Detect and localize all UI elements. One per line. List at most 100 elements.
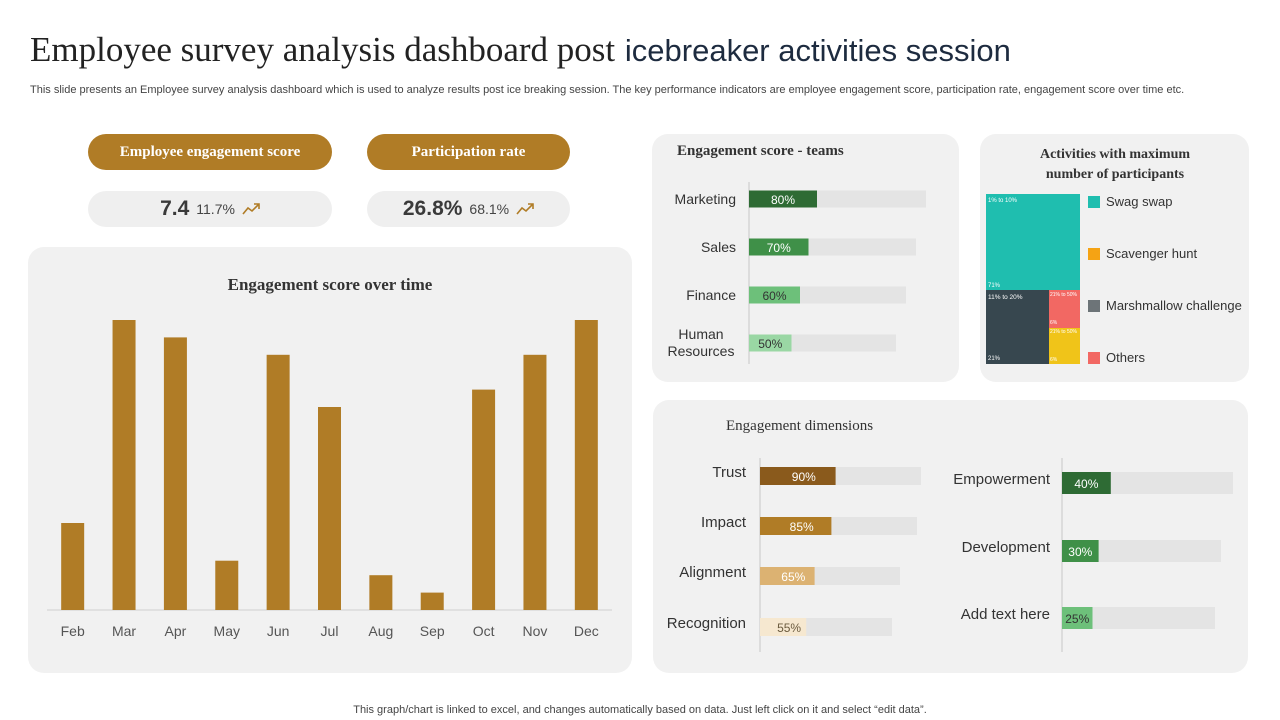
bar-sales (749, 238, 809, 256)
title-part-1: Employee survey analysis dashboard post (30, 30, 616, 69)
bar-oct (472, 389, 496, 610)
page-subtitle: This slide presents an Employee survey a… (30, 84, 1185, 96)
data-label: 55% (777, 621, 801, 635)
tile-label: 11% to 20% (988, 294, 1023, 301)
engagement-score-change: 11.7% (196, 201, 235, 217)
legend-item: Swag swap (1088, 194, 1172, 209)
legend-label: Marshmallow challenge (1106, 298, 1242, 313)
legend-swatch (1088, 195, 1100, 208)
bar-alignment (760, 567, 815, 585)
engagement-over-time-title: Engagement score over time (227, 275, 433, 294)
dimensions-chart: 90% Trust 85% Impact 65% Alignment 55% Recognit… (667, 458, 1233, 652)
participation-rate-value: 26.8% (402, 197, 463, 220)
y-tick-label: Recognition (667, 615, 746, 632)
y-tick-label: Human (678, 326, 723, 342)
y-tick-label: Alignment (679, 564, 747, 581)
y-tick-label: Impact (701, 514, 747, 531)
footer-note: This graph/chart is linked to excel, and… (353, 704, 927, 716)
bar-jun (266, 354, 290, 610)
page-title: Employee survey analysis dashboard post … (30, 28, 1011, 73)
bar-finance (749, 286, 800, 304)
tile-label: 71% (988, 283, 1001, 289)
dimensions-panel: Engagement dimensions 90% Trust 85% Impact 6… (653, 400, 1248, 673)
legend-label: Scavenger hunt (1106, 246, 1198, 261)
x-tick-label: Oct (473, 623, 495, 639)
bar-human-resources (749, 334, 792, 352)
tile-label: 21% to 50% (1050, 292, 1078, 298)
data-label: 65% (781, 570, 805, 584)
bar-may (215, 560, 239, 610)
y-tick-label: Add text here (961, 606, 1050, 623)
data-label: 70% (767, 241, 791, 255)
trend-up-icon (516, 203, 534, 215)
activities-panel: Activities with maximum number of partic… (980, 134, 1249, 382)
bar-track (1062, 540, 1221, 562)
legend-swatch (1088, 299, 1100, 312)
bar-aug (369, 575, 393, 610)
data-label: 25% (1065, 612, 1089, 626)
participation-rate-kpi: 26.8% 68.1% (367, 191, 570, 227)
engagement-over-time-panel: Engagement score over time Feb Mar Apr May J… (28, 247, 632, 673)
bar-impact (760, 517, 832, 535)
participation-rate-change: 68.1% (469, 201, 510, 217)
x-tick-label: Jul (321, 623, 339, 639)
tile-label: 21% (988, 356, 1001, 362)
tile-label: 1% to 10% (988, 198, 1018, 204)
tile-label: 21% to 50% (1050, 329, 1078, 335)
x-tick-label: Mar (112, 623, 136, 639)
bar-jul (318, 407, 341, 610)
trend-up-icon (242, 203, 260, 215)
x-tick-label: Dec (574, 623, 599, 639)
activities-treemap: 1% to 10% 71% 11% to 20% 21% 21% to 50% 6% 21%… (986, 194, 1080, 364)
data-label: 60% (762, 289, 786, 303)
bar-track (1062, 607, 1215, 629)
tile-scavenger-hunt (1049, 328, 1080, 364)
bar-mar (112, 320, 136, 610)
participation-rate-pill: Participation rate (367, 134, 570, 170)
y-tick-label: Sales (701, 239, 736, 255)
bar-apr (163, 337, 187, 610)
engagement-over-time-chart: Feb Mar Apr May Jun Jul Aug Sep Oct Nov Dec (47, 320, 612, 639)
legend-item: Marshmallow challenge (1088, 298, 1242, 313)
y-tick-label: Empowerment (953, 471, 1051, 488)
y-tick-label: Resources (668, 343, 735, 359)
legend-swatch (1088, 351, 1100, 364)
y-tick-label: Marketing (675, 191, 736, 207)
y-tick-label: Development (962, 539, 1051, 556)
tile-label: 6% (1050, 320, 1058, 326)
x-tick-label: May (214, 623, 240, 639)
legend-item: Others (1088, 350, 1145, 365)
engagement-score-kpi: 7.4 11.7% (88, 191, 332, 227)
data-label: 50% (758, 337, 782, 351)
bar-dec (574, 320, 598, 610)
bar-empowerment (1062, 472, 1111, 494)
bar-marketing (749, 190, 817, 208)
bar-sep (420, 592, 444, 610)
legend-label: Swag swap (1106, 194, 1173, 209)
title-part-2: icebreaker activities session (624, 33, 1011, 68)
x-tick-label: Feb (61, 623, 85, 639)
legend-label: Others (1106, 350, 1146, 365)
teams-title: Engagement score - teams (677, 143, 844, 159)
x-tick-label: Jun (267, 623, 290, 639)
legend-item: Scavenger hunt (1088, 246, 1197, 261)
activities-title: Activities with maximum number of partic… (1039, 147, 1191, 182)
data-label: 40% (1074, 477, 1098, 491)
legend-swatch (1088, 247, 1100, 260)
bar-trust (760, 467, 836, 485)
data-label: 30% (1068, 545, 1092, 559)
dimensions-title: Engagement dimensions (726, 418, 874, 434)
bar-add-text-here (1062, 607, 1093, 629)
teams-chart: 80% Marketing 70% Sales 60% Finance 50% HumanRe… (668, 182, 926, 364)
data-label: 80% (771, 193, 795, 207)
tile-others (1049, 290, 1080, 328)
bar-recognition (760, 618, 807, 636)
teams-panel: Engagement score - teams 80% Marketing 70%… (652, 134, 959, 382)
bar-development (1062, 540, 1099, 562)
y-tick-label: Finance (686, 287, 736, 303)
engagement-score-value: 7.4 (160, 197, 190, 220)
engagement-score-pill: Employee engagement score (88, 134, 332, 170)
x-tick-label: Nov (523, 623, 548, 639)
data-label: 90% (792, 470, 816, 484)
bar-feb (61, 523, 85, 610)
